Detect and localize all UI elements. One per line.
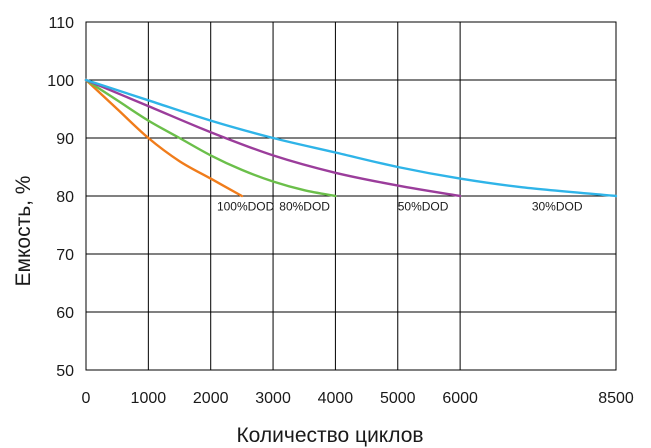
series-label: 80%DOD [279,200,330,214]
x-axis-ticks: 0 1000 2000 3000 4000 5000 6000 8500 [82,390,634,407]
x-tick-label: 0 [82,390,91,407]
series-line-80-dod [84,78,337,198]
y-tick-label: 110 [48,15,74,32]
x-axis-title: Количество циклов [236,424,423,447]
series-label: 100%DOD [217,200,275,214]
y-tick-label: 100 [47,73,74,90]
series-line-30-dod [84,78,618,198]
series-line-50-dod [84,78,462,198]
series-label: 30%DOD [532,200,583,214]
x-tick-label: 4000 [318,390,354,407]
series-label: 50%DOD [398,200,449,214]
x-tick-label: 1000 [131,390,167,407]
y-tick-label: 60 [56,305,74,322]
x-tick-label: 3000 [255,390,291,407]
y-tick-label: 50 [56,363,74,380]
series-line-100-dod [84,78,244,198]
x-tick-label: 8500 [598,390,634,407]
x-tick-label: 5000 [380,390,416,407]
x-tick-label: 2000 [193,390,229,407]
series-labels: 100%DOD 80%DOD 50%DOD 30%DOD [217,200,583,214]
y-tick-label: 70 [56,247,74,264]
x-tick-label: 6000 [442,390,478,407]
y-axis-title: Емкость, % [12,176,35,287]
y-tick-label: 90 [56,131,74,148]
y-tick-label: 80 [56,189,74,206]
series-lines [84,78,618,198]
y-axis-ticks: 50 60 70 80 90 100 110 [47,15,74,380]
